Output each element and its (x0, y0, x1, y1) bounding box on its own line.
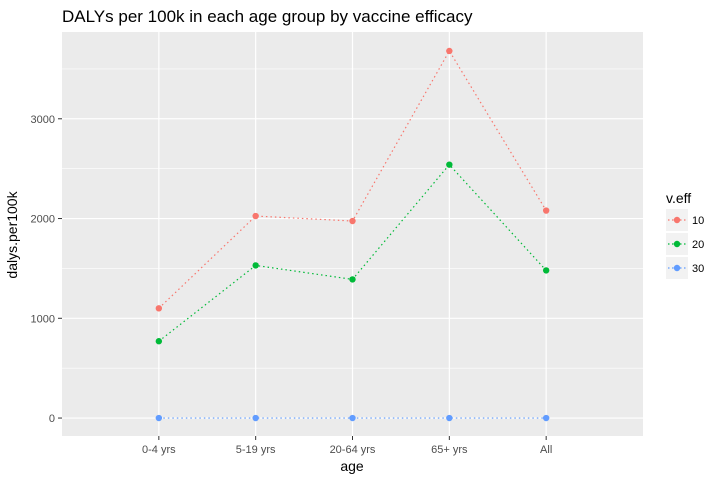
x-tick-label: 65+ yrs (431, 444, 468, 456)
data-point (155, 305, 163, 312)
y-tick-label: 2000 (31, 214, 55, 226)
x-tick-label: 20-64 yrs (330, 444, 376, 456)
x-tick-label: All (540, 444, 552, 456)
data-point (446, 161, 453, 168)
data-point (349, 276, 356, 283)
x-axis-title: age (340, 458, 364, 474)
series-20 (155, 161, 550, 345)
legend-label: 20 (692, 239, 704, 251)
data-point (252, 212, 259, 220)
grid-lines (62, 32, 643, 436)
y-tick-label: 1000 (31, 313, 55, 325)
legend-key-point (673, 264, 681, 272)
data-point (446, 414, 453, 422)
data-point (542, 267, 550, 274)
data-point (252, 262, 259, 269)
legend-label: 10 (692, 215, 704, 227)
x-axis: 0-4 yrs 5-19 yrs 20-64 yrs 65+ yrs All (142, 436, 552, 456)
data-point (349, 217, 356, 225)
chart-title: DALYs per 100k in each age group by vacc… (62, 7, 473, 26)
y-tick-label: 0 (49, 413, 55, 425)
y-axis-title: dalys.per100k (4, 190, 20, 278)
x-tick-label: 0-4 yrs (142, 444, 176, 456)
series-layer (155, 47, 550, 422)
legend-item-30: 30 (666, 257, 704, 279)
series-30 (155, 414, 550, 422)
legend-key-point (673, 240, 681, 248)
legend-key-point (673, 216, 681, 224)
data-point (542, 414, 550, 422)
data-point (155, 414, 163, 422)
data-point (155, 338, 163, 345)
legend-item-20: 20 (666, 233, 704, 255)
y-axis: 0 1000 2000 3000 (31, 114, 62, 425)
legend-title: v.eff (666, 190, 691, 206)
legend: v.eff 10 20 30 (666, 190, 704, 279)
data-point (542, 207, 550, 214)
series-10 (155, 47, 550, 312)
x-tick-label: 5-19 yrs (236, 444, 276, 456)
data-point (349, 414, 356, 422)
y-tick-label: 3000 (31, 114, 55, 126)
data-point (446, 47, 453, 55)
legend-label: 30 (692, 263, 704, 275)
legend-item-10: 10 (666, 209, 704, 231)
data-point (252, 414, 259, 422)
